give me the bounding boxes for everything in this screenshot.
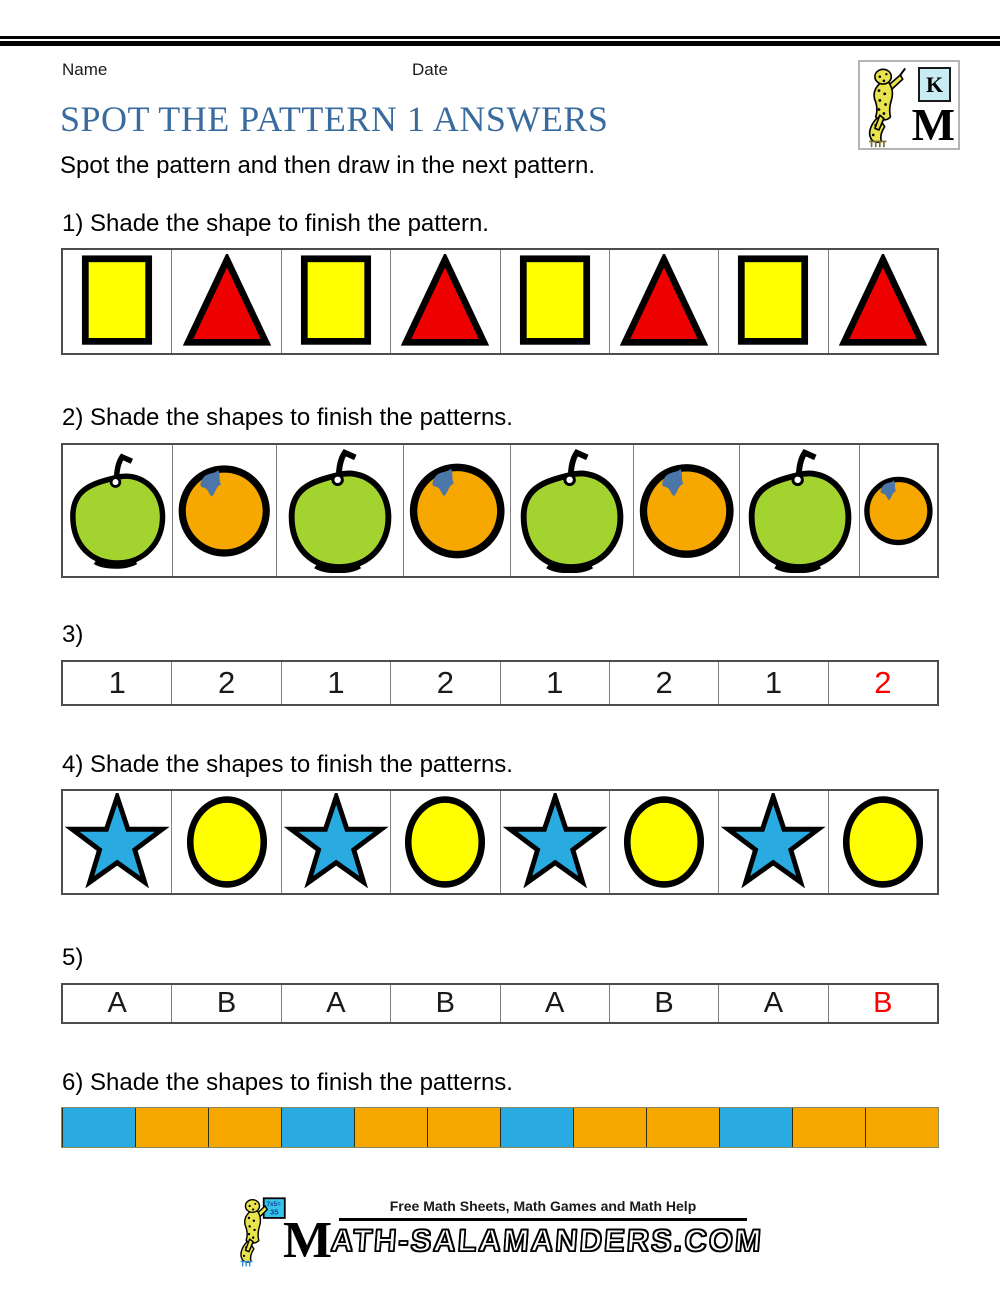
- color-swatch-sky-blue: [281, 1108, 354, 1147]
- orange-icon: [859, 445, 937, 576]
- orange-icon: [632, 445, 739, 576]
- blue-star-shape: [280, 791, 390, 893]
- page-subtitle: Spot the pattern and then draw in the ne…: [60, 152, 596, 179]
- yellow-circle-shape: [827, 791, 937, 893]
- yellow-square-shape: [718, 250, 827, 353]
- salamander-icon: [868, 67, 907, 148]
- pattern-row-4: [61, 789, 939, 895]
- pattern-number: 2: [171, 662, 280, 704]
- color-swatch-sky-blue: [500, 1108, 573, 1147]
- pattern-letter: A: [107, 987, 127, 1019]
- color-swatch-orange: [865, 1108, 938, 1147]
- pattern-letter: B: [390, 985, 499, 1022]
- question-3-label: 3): [62, 621, 84, 648]
- color-swatch-sky-blue: [62, 1108, 135, 1147]
- site-logo-text: ATH-SALAMANDERS.COM: [329, 1223, 765, 1260]
- color-swatch-orange: [646, 1108, 719, 1147]
- orange-icon: [402, 445, 510, 576]
- color-swatch-orange: [573, 1108, 646, 1147]
- pattern-row-6: [61, 1107, 939, 1148]
- k-letter: K: [925, 71, 944, 97]
- footer-tagline: Free Math Sheets, Math Games and Math He…: [389, 1198, 697, 1214]
- yellow-square-shape: [499, 250, 609, 353]
- yellow-circle-shape: [390, 791, 499, 893]
- footer-text-block: Free Math Sheets, Math Games and Math He…: [283, 1192, 765, 1269]
- board-equation: 7x5=: [267, 1201, 282, 1208]
- pattern-number: 1: [108, 665, 126, 700]
- footer: 7x5= 35 Free Math S: [0, 1192, 1000, 1268]
- pattern-letter: A: [499, 985, 609, 1022]
- question-6-label: 6) Shade the shapes to finish the patter…: [62, 1069, 513, 1096]
- question-4-label: 4) Shade the shapes to finish the patter…: [62, 751, 513, 778]
- red-triangle-shape: [608, 250, 718, 353]
- pattern-letter: B: [171, 985, 280, 1022]
- pattern-number: 2: [608, 662, 718, 704]
- apple-icon: [63, 445, 172, 576]
- question-1-label: 1) Shade the shape to finish the pattern…: [62, 210, 489, 237]
- yellow-square-shape: [280, 250, 390, 353]
- apple-icon: [275, 445, 403, 576]
- m-letter: M: [911, 99, 955, 150]
- board-answer: 35: [270, 1207, 279, 1216]
- page-top-border: [0, 36, 1000, 46]
- question-2-label: 2) Shade the shapes to finish the patter…: [62, 404, 513, 431]
- k-card: K: [918, 67, 951, 102]
- yellow-square-shape: [63, 250, 171, 353]
- blue-star-shape: [499, 791, 609, 893]
- color-swatch-orange: [427, 1108, 500, 1147]
- apple-icon: [510, 445, 632, 576]
- pattern-row-2: [61, 443, 939, 578]
- apple-icon: [738, 445, 859, 576]
- question-5-label: 5): [62, 944, 84, 971]
- site-logo-big-m: M: [283, 1212, 332, 1269]
- pattern-letter: B: [608, 985, 718, 1022]
- red-triangle-shape: [827, 250, 937, 353]
- color-swatch-sky-blue: [719, 1108, 792, 1147]
- pattern-letter: B: [827, 985, 937, 1022]
- footer-rule: [338, 1218, 747, 1221]
- blue-star-shape: [718, 791, 827, 893]
- page-title: SPOT THE PATTERN 1 ANSWERS: [60, 99, 609, 139]
- pattern-number: 2: [827, 662, 937, 704]
- pattern-number: 2: [390, 662, 499, 704]
- math-salamanders-corner-logo: K M: [858, 60, 960, 150]
- blue-star-shape: [63, 791, 171, 893]
- site-logo: M ATH-SALAMANDERS.COM: [283, 1212, 765, 1269]
- pattern-letter: A: [718, 985, 827, 1022]
- red-triangle-shape: [171, 250, 280, 353]
- date-label: Date: [412, 60, 448, 79]
- pattern-number: 1: [718, 662, 827, 704]
- color-swatch-orange: [792, 1108, 865, 1147]
- orange-icon: [172, 445, 275, 576]
- color-swatch-orange: [208, 1108, 281, 1147]
- color-swatch-orange: [354, 1108, 427, 1147]
- red-triangle-shape: [390, 250, 499, 353]
- name-label: Name: [62, 60, 108, 79]
- color-swatch-orange: [135, 1108, 208, 1147]
- pattern-letter: A: [280, 985, 390, 1022]
- yellow-circle-shape: [171, 791, 280, 893]
- pattern-number: 1: [280, 662, 390, 704]
- pattern-number: 1: [499, 662, 609, 704]
- yellow-circle-shape: [608, 791, 718, 893]
- salamander-icon: 7x5= 35: [240, 1197, 286, 1267]
- pattern-row-1: [61, 248, 939, 355]
